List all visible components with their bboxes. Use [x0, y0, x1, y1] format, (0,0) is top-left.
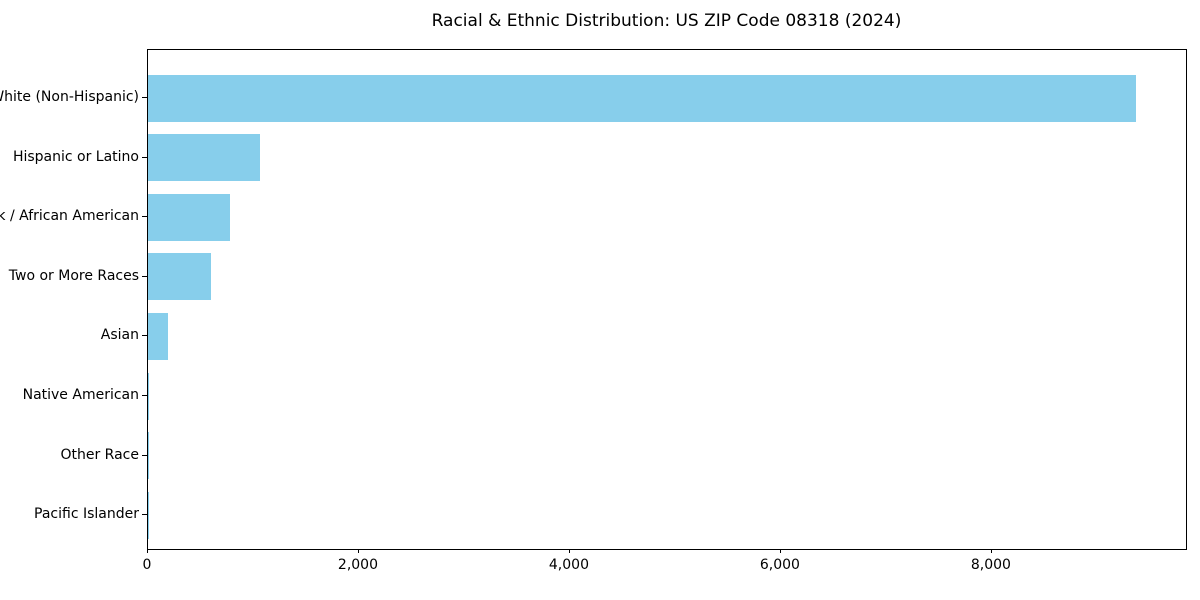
y-axis-tick: [142, 275, 147, 277]
x-axis-tick: [147, 549, 148, 553]
chart-title: Racial & Ethnic Distribution: US ZIP Cod…: [431, 11, 902, 31]
x-axis-tick-label: 2,000: [337, 557, 379, 573]
bar-two-or-more-races: [148, 253, 212, 301]
bar-white-non-hispanic: [148, 74, 1136, 122]
y-axis-tick: [142, 514, 147, 516]
x-axis-tick: [779, 549, 781, 553]
y-axis-label: Other Race: [60, 446, 139, 463]
bar-black-african-american: [148, 193, 230, 241]
y-axis-label: Hispanic or Latino: [12, 148, 139, 165]
y-axis-tick: [142, 395, 147, 396]
x-axis-tick-label: 6,000: [759, 557, 800, 573]
y-axis-label: Native American: [22, 387, 139, 403]
y-axis-label: Black / African American: [0, 208, 139, 225]
y-axis-tick: [142, 454, 147, 456]
bar-asian: [148, 312, 169, 360]
y-axis-label: Asian: [100, 327, 139, 344]
x-axis-tick: [990, 549, 992, 553]
y-axis-label: Pacific Islander: [34, 506, 139, 523]
bar-native-american: [148, 372, 150, 420]
x-axis-tick: [568, 549, 570, 553]
y-axis-tick: [142, 216, 147, 218]
y-axis-label: White (Non-Hispanic): [0, 89, 139, 105]
x-axis-tick: [357, 549, 359, 553]
bar-other-race: [148, 432, 149, 480]
y-axis-tick: [142, 335, 147, 337]
x-axis-tick-label: 0: [142, 557, 152, 573]
y-axis-label: Two or More Races: [8, 267, 139, 284]
y-axis-tick: [142, 97, 147, 98]
bar-hispanic-or-latino: [148, 134, 260, 182]
y-axis-tick: [142, 156, 147, 158]
x-axis-tick-label: 8,000: [970, 557, 1011, 573]
plot-area: [147, 49, 1187, 550]
x-axis-tick-label: 4,000: [548, 557, 589, 573]
